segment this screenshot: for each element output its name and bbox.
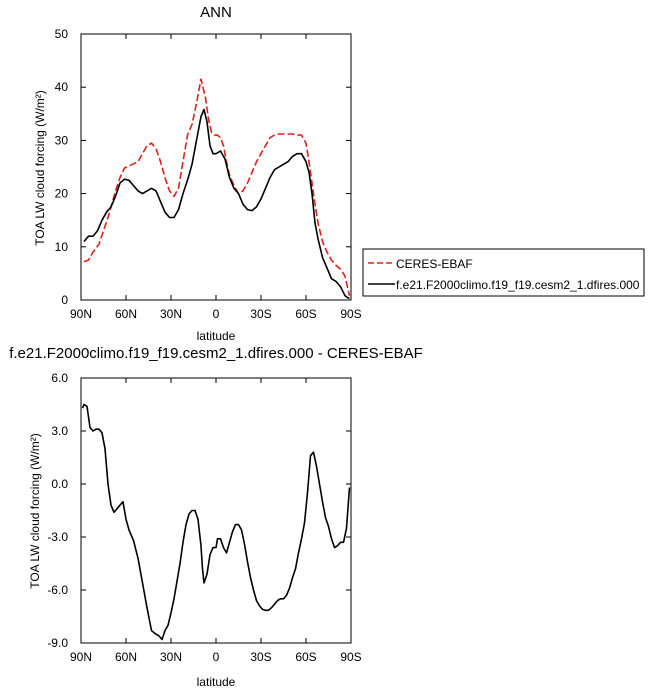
bottom-x-tick-label: 90N [70, 650, 92, 664]
top-series-model-line [83, 108, 350, 300]
bottom-panel: f.e21.F2000climo.f19_f19.cesm2_1.dfires.… [9, 345, 423, 689]
top-series-ceres-line [83, 78, 351, 296]
top-x-axis-label: latitude [197, 329, 236, 343]
top-chart-title: ANN [200, 4, 232, 21]
top-axes: 90N 60N 30N 0 30S 60S 90S 0 10 20 30 40 50 [55, 27, 362, 321]
bottom-plot-frame [80, 377, 352, 644]
bottom-series-group [81, 403, 351, 641]
bottom-x-tick-label: 0 [213, 650, 220, 664]
legend: CERES-EBAF f.e21.F2000climo.f19_f19.cesm… [362, 248, 645, 297]
bottom-y-tick-label: 6.0 [51, 371, 68, 385]
top-x-tick-label: 60N [115, 307, 137, 321]
bottom-y-tick-label: -6.0 [47, 583, 68, 597]
legend-box [362, 248, 645, 297]
bottom-y-tick-label: 0.0 [51, 477, 68, 491]
top-y-axis-label: TOA LW cloud forcing (W/m²) [33, 90, 47, 246]
bottom-x-tick-label: 30N [160, 650, 182, 664]
legend-ceres-label: CERES-EBAF [396, 257, 473, 271]
bottom-x-tick-label: 30S [250, 650, 271, 664]
top-x-tick-label: 90S [340, 307, 361, 321]
bottom-y-tick-label: -3.0 [47, 530, 68, 544]
top-y-tick-label: 30 [55, 133, 69, 147]
bottom-y-tick-label: 3.0 [51, 424, 68, 438]
top-x-tick-label: 60S [295, 307, 316, 321]
bottom-x-axis-label: latitude [197, 675, 236, 689]
difference-series-line [81, 403, 351, 641]
top-x-tick-label: 0 [213, 307, 220, 321]
bottom-x-tick-label: 90S [340, 650, 361, 664]
top-y-tick-label: 10 [55, 240, 69, 254]
bottom-x-tick-label: 60S [295, 650, 316, 664]
top-x-tick-label: 30S [250, 307, 271, 321]
top-y-tick-label: 20 [55, 187, 69, 201]
top-series-group [83, 78, 351, 300]
bottom-y-tick-label: -9.0 [47, 636, 68, 650]
top-plot-frame [80, 33, 352, 301]
top-panel: ANN latitude TOA LW cloud forcing (W/m²)… [33, 4, 645, 343]
legend-model-label: f.e21.F2000climo.f19_f19.cesm2_1.dfires.… [396, 278, 640, 292]
top-x-tick-label: 90N [70, 307, 92, 321]
bottom-y-axis-label: TOA LW cloud forcing (W/m²) [28, 433, 42, 589]
bottom-x-tick-label: 60N [115, 650, 137, 664]
top-y-tick-label: 50 [55, 27, 69, 41]
top-y-tick-label: 0 [61, 293, 68, 307]
bottom-axes: 90N 60N 30N 0 30S 60S 90S 6.0 3.0 0.0 -3.0 -6.0 -9.0 [47, 371, 361, 664]
top-y-tick-label: 40 [55, 80, 69, 94]
bottom-chart-title: f.e21.F2000climo.f19_f19.cesm2_1.dfires.… [9, 345, 423, 362]
top-x-tick-label: 30N [160, 307, 182, 321]
